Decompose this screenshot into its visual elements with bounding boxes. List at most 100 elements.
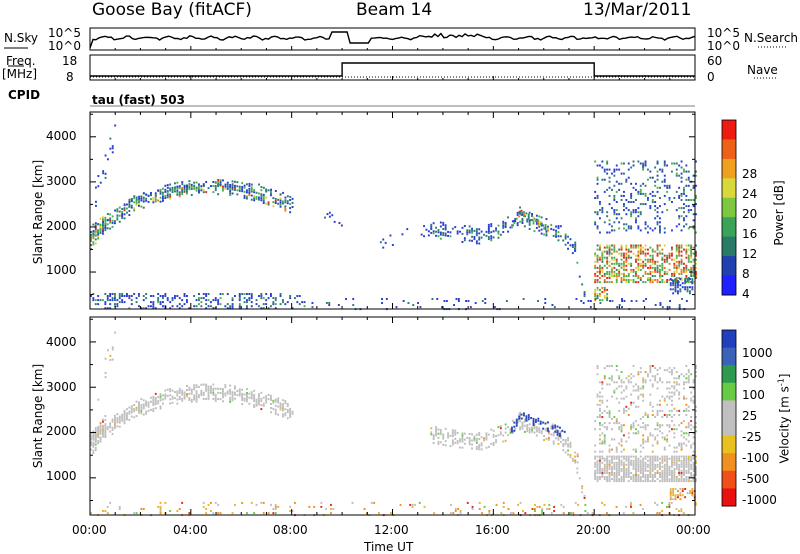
scatter-cell (620, 272, 623, 275)
scatter-cell (282, 202, 284, 205)
scatter-cell (135, 196, 138, 199)
scatter-cell (248, 182, 251, 185)
scatter-cell (102, 428, 104, 431)
scatter-cell (680, 246, 683, 249)
scatter-cell (243, 184, 246, 187)
scatter-cell (333, 220, 336, 223)
scatter-cell (238, 297, 241, 300)
scatter-cell (642, 472, 645, 474)
scatter-cell (171, 299, 174, 302)
scatter-cell (690, 446, 693, 449)
scatter-cell (677, 280, 679, 283)
scatter-cell (603, 178, 606, 181)
scatter-cell (625, 463, 628, 466)
scatter-cell (205, 299, 208, 302)
scatter-cell (250, 295, 253, 297)
scatter-cell (205, 303, 208, 306)
scatter-cell (683, 248, 685, 251)
scatter-cell (569, 443, 572, 446)
scatter-cell (176, 510, 179, 512)
scatter-cell (471, 508, 474, 510)
scatter-cell (492, 435, 495, 438)
scatter-cell (677, 290, 679, 293)
scatter-cell (562, 439, 565, 441)
scatter-cell (623, 266, 625, 269)
scatter-cell (637, 432, 640, 435)
scatter-cell (181, 399, 184, 402)
scatter-cell (615, 277, 618, 279)
scatter-cell (594, 272, 597, 275)
scatter-cell (642, 164, 645, 167)
scatter-cell (630, 426, 633, 429)
scatter-cell (596, 478, 599, 481)
scatter-cell (659, 275, 661, 277)
scatter-cell (649, 401, 652, 404)
scatter-cell (532, 220, 535, 223)
scatter-cell (613, 457, 616, 460)
scatter-cell (677, 286, 679, 289)
scatter-cell (601, 424, 604, 427)
scatter-cell (620, 262, 623, 265)
scatter-cell (159, 407, 162, 410)
scatter-cell (219, 185, 222, 188)
scatter-cell (520, 209, 523, 212)
scatter-cell (675, 281, 678, 284)
scatter-cell (684, 288, 687, 291)
scatter-cell (583, 293, 586, 296)
scatter-cell (183, 188, 186, 191)
scatter-cell (663, 162, 666, 165)
scatter-cell (594, 298, 597, 300)
scatter-cell (138, 204, 140, 207)
scatter-cell (591, 512, 594, 515)
scatter-cell (691, 488, 694, 490)
scatter-cell (284, 209, 287, 212)
scatter-cell (169, 197, 172, 200)
scatter-cell (630, 300, 633, 302)
scatter-cell (690, 250, 693, 253)
scatter-cell (324, 216, 326, 219)
scatter-cell (695, 426, 697, 429)
scatter-cell (599, 277, 601, 279)
scatter-cell (666, 403, 669, 406)
scatter-cell (680, 254, 683, 257)
scatter-cell (627, 227, 630, 230)
scatter-cell (644, 379, 647, 382)
scatter-cell (620, 438, 623, 441)
scatter-cell (130, 204, 133, 207)
scatter-cell (430, 223, 433, 226)
scatter-cell (432, 438, 435, 440)
scatter-cell (671, 395, 673, 398)
scatter-cell (651, 480, 654, 483)
scatter-cell (606, 405, 609, 408)
scatter-cell (104, 218, 107, 221)
scatter-cell (521, 427, 524, 430)
scatter-cell (656, 174, 659, 177)
scatter-cell (611, 268, 613, 271)
scatter-cell (606, 246, 609, 249)
scatter-cell (663, 457, 666, 460)
scatter-cell (384, 241, 387, 244)
scatter-cell (625, 476, 628, 478)
scatter-cell (685, 444, 688, 447)
scatter-cell (632, 476, 635, 478)
scatter-cell (654, 472, 657, 474)
scatter-cell (181, 189, 184, 191)
scatter-cell (627, 465, 630, 468)
scatter-cell (644, 160, 647, 163)
scatter-cell (647, 197, 649, 199)
scatter-cell (659, 252, 661, 255)
scatter-cell (671, 391, 673, 394)
scatter-cell (121, 215, 124, 217)
scatter-cell (618, 442, 621, 445)
scatter-cell (596, 258, 599, 261)
scatter-cell (282, 407, 284, 410)
scatter-cell (690, 420, 693, 423)
scatter-cell (419, 306, 422, 309)
scatter-cell (442, 443, 445, 446)
scatter-cell (680, 444, 683, 447)
scatter-cell (632, 270, 635, 273)
scatter-cell (691, 280, 694, 283)
vel-cbar-tick-500: 500 (742, 367, 765, 381)
vel-cbar-tick-25: 25 (742, 409, 758, 423)
scatter-cell (647, 463, 649, 466)
